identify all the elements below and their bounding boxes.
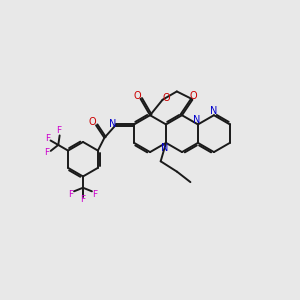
Text: F: F	[80, 195, 86, 204]
Text: O: O	[133, 91, 141, 101]
Text: F: F	[93, 190, 98, 199]
Text: N: N	[161, 143, 168, 153]
Text: N: N	[193, 115, 200, 125]
Text: F: F	[44, 148, 49, 157]
Text: O: O	[163, 93, 170, 103]
Text: N: N	[109, 118, 116, 128]
Text: F: F	[68, 190, 74, 199]
Text: N: N	[210, 106, 218, 116]
Text: O: O	[189, 91, 197, 101]
Text: O: O	[89, 117, 96, 128]
Text: F: F	[56, 127, 61, 136]
Text: F: F	[45, 134, 50, 143]
